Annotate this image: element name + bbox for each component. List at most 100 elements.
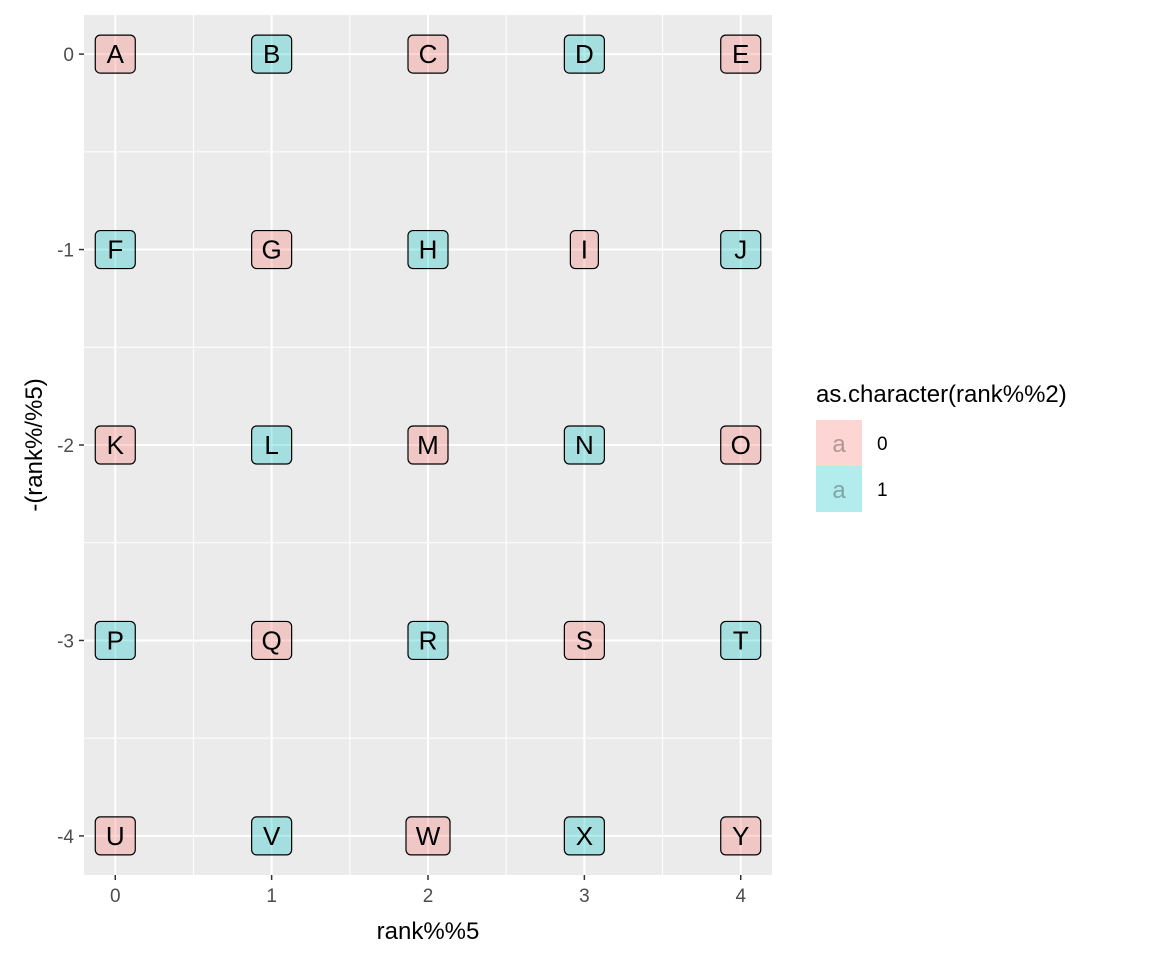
point-label-p: P: [94, 620, 136, 661]
x-axis-ticks: 0 1 2 3 4: [110, 875, 746, 907]
point-label-h: H: [407, 229, 449, 270]
legend-key: [816, 420, 862, 466]
label-box: [407, 34, 449, 74]
point-label-a: A: [94, 34, 136, 74]
y-tick-label: -1: [57, 241, 74, 262]
y-axis-ticks: 0 -1 -2 -3 -4: [57, 45, 84, 848]
point-label-f: F: [94, 229, 136, 270]
point-label-s: S: [563, 620, 605, 661]
label-text: N: [575, 430, 594, 460]
legend-label: 1: [877, 480, 888, 501]
grid-major: [84, 15, 772, 875]
point-label-l: L: [251, 425, 293, 465]
label-text: P: [107, 625, 124, 655]
label-box: [251, 816, 293, 856]
label-box: [94, 34, 136, 74]
point-label-c: C: [407, 34, 449, 74]
label-box: [94, 620, 136, 661]
point-label-t: T: [720, 620, 762, 661]
point-label-m: M: [407, 425, 449, 465]
legend-label: 0: [877, 434, 888, 455]
label-box: [720, 229, 762, 270]
label-box: [720, 620, 762, 661]
x-axis-title: rank%%5: [377, 918, 480, 945]
point-label-d: D: [563, 34, 605, 74]
label-text: G: [262, 235, 282, 265]
point-label-o: O: [720, 425, 762, 465]
label-box: [720, 34, 762, 74]
y-tick-label: -4: [57, 827, 74, 848]
point-label-q: Q: [251, 620, 293, 661]
point-label-e: E: [720, 34, 762, 74]
label-box: [94, 229, 136, 270]
label-box: [407, 620, 449, 661]
label-text: V: [263, 821, 281, 851]
x-tick-label: 2: [423, 886, 434, 907]
point-label-g: G: [251, 229, 293, 270]
label-text: U: [106, 821, 125, 851]
label-box: [405, 816, 451, 856]
label-box: [251, 620, 293, 661]
legend-title: as.character(rank%%2): [816, 381, 1067, 408]
point-label-k: K: [94, 425, 136, 465]
label-text: E: [732, 39, 749, 69]
point-label-i: I: [569, 229, 599, 270]
label-text: X: [576, 821, 593, 851]
point-label-r: R: [407, 620, 449, 661]
x-tick-label: 4: [735, 886, 746, 907]
label-text: T: [733, 625, 749, 655]
point-label-b: B: [251, 34, 293, 74]
label-text: I: [581, 235, 588, 265]
y-tick-label: -3: [57, 631, 74, 652]
label-box: [251, 34, 293, 74]
point-label-u: U: [94, 816, 136, 856]
label-box: [720, 425, 762, 465]
label-text: J: [734, 235, 747, 265]
label-text: H: [419, 235, 438, 265]
label-box: [563, 816, 605, 856]
label-box: [407, 425, 449, 465]
label-text: B: [263, 39, 280, 69]
label-text: M: [417, 430, 439, 460]
label-text: L: [264, 430, 278, 460]
label-text: Y: [732, 821, 749, 851]
x-tick-label: 1: [266, 886, 277, 907]
legend-key-glyph: a: [832, 477, 846, 504]
point-label-x: X: [563, 816, 605, 856]
x-tick-label: 3: [579, 886, 590, 907]
label-box: [563, 34, 605, 74]
legend-key-glyph: a: [832, 431, 846, 458]
legend-key: [816, 466, 862, 512]
label-text: O: [731, 430, 751, 460]
label-text: S: [576, 625, 593, 655]
y-tick-label: -2: [57, 436, 74, 457]
label-text: K: [107, 430, 125, 460]
y-tick-label: 0: [63, 45, 74, 66]
label-text: D: [575, 39, 594, 69]
legend: as.character(rank%%2) a 0a 1: [816, 381, 1067, 512]
label-box: [569, 229, 599, 270]
label-box: [720, 816, 762, 856]
point-label-j: J: [720, 229, 762, 270]
label-box: [251, 425, 293, 465]
label-box: [94, 816, 136, 856]
y-axis-title: -(rank%/%5): [21, 378, 48, 511]
point-label-y: Y: [720, 816, 762, 856]
label-text: A: [107, 39, 125, 69]
label-text: Q: [262, 625, 282, 655]
label-box: [251, 229, 293, 270]
x-tick-label: 0: [110, 886, 121, 907]
label-text: R: [419, 625, 438, 655]
label-box: [94, 425, 136, 465]
label-text: W: [416, 821, 441, 851]
label-box: [407, 229, 449, 270]
label-text: C: [419, 39, 438, 69]
point-label-v: V: [251, 816, 293, 856]
label-text: F: [107, 235, 123, 265]
point-labels: A B C D E F G H I J K L M N O P Q R S T U V W X Y: [94, 34, 762, 856]
point-label-n: N: [563, 425, 605, 465]
label-box: [563, 425, 605, 465]
point-label-w: W: [405, 816, 451, 856]
